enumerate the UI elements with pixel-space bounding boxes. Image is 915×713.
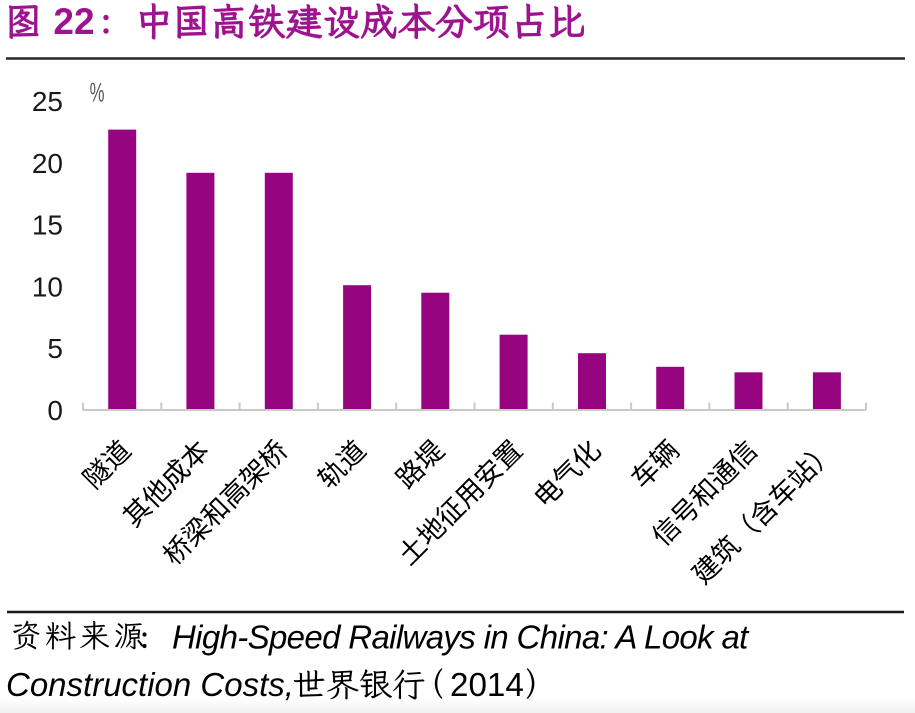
svg-text:0: 0 [47, 395, 63, 426]
svg-text:25: 25 [32, 86, 63, 117]
svg-text:15: 15 [32, 210, 63, 241]
svg-text:%: % [90, 77, 105, 107]
svg-text:10: 10 [32, 271, 63, 302]
svg-text:22: 22 [53, 1, 94, 42]
svg-text:Construction Costs,: Construction Costs, [6, 666, 294, 703]
svg-text:High-Speed Railways in China:: High-Speed Railways in China: A Look at [172, 619, 750, 656]
svg-text:5: 5 [47, 333, 63, 364]
svg-text:20: 20 [32, 148, 63, 179]
svg-text:2014: 2014 [450, 667, 524, 704]
